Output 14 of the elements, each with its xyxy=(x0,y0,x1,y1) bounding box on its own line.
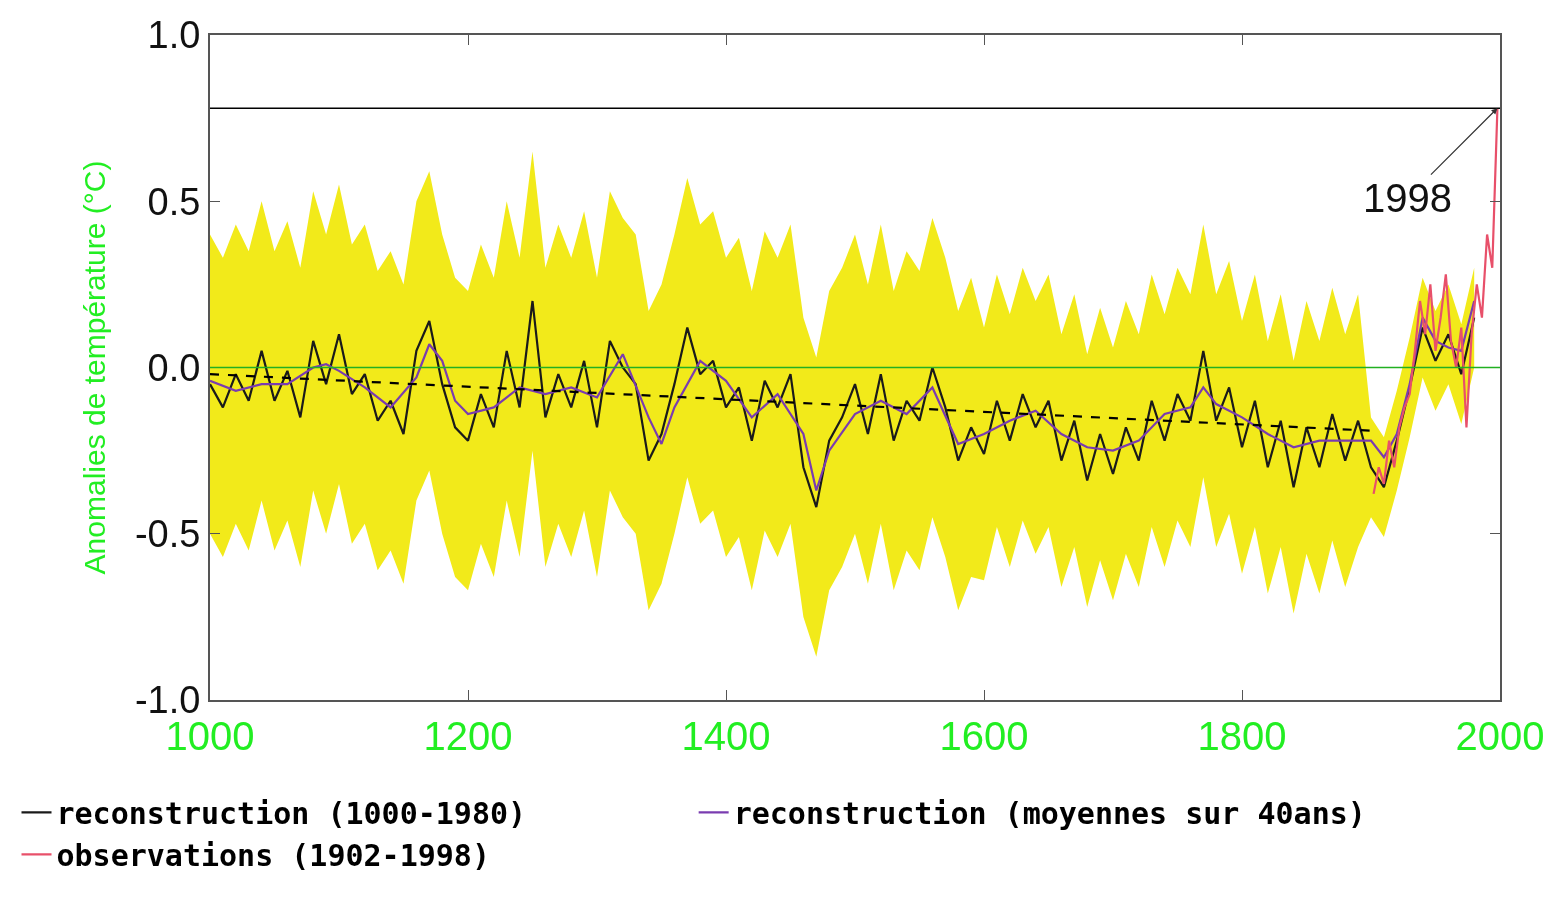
x-tick-label: 1600 xyxy=(939,714,1029,758)
y-axis-title: Anomalies de température (°C) xyxy=(78,160,112,575)
legend-label: reconstruction (1000-1980) xyxy=(56,796,527,832)
legend-label: observations (1902-1998) xyxy=(56,838,490,874)
x-tick-label: 1200 xyxy=(423,714,513,758)
annotation: 1998 xyxy=(1363,176,1452,220)
x-tick-label: 1800 xyxy=(1197,714,1287,758)
y-tick-label: 1.0 xyxy=(147,14,201,57)
legend-label: reconstruction (moyennes sur 40ans) xyxy=(733,796,1366,832)
y-tick-label: 0.0 xyxy=(147,346,201,389)
y-tick-label: -0.5 xyxy=(134,513,201,556)
x-tick-label: 1400 xyxy=(681,714,771,758)
y-tick-label: 0.5 xyxy=(147,180,201,223)
x-tick-label: 2000 xyxy=(1455,714,1545,758)
